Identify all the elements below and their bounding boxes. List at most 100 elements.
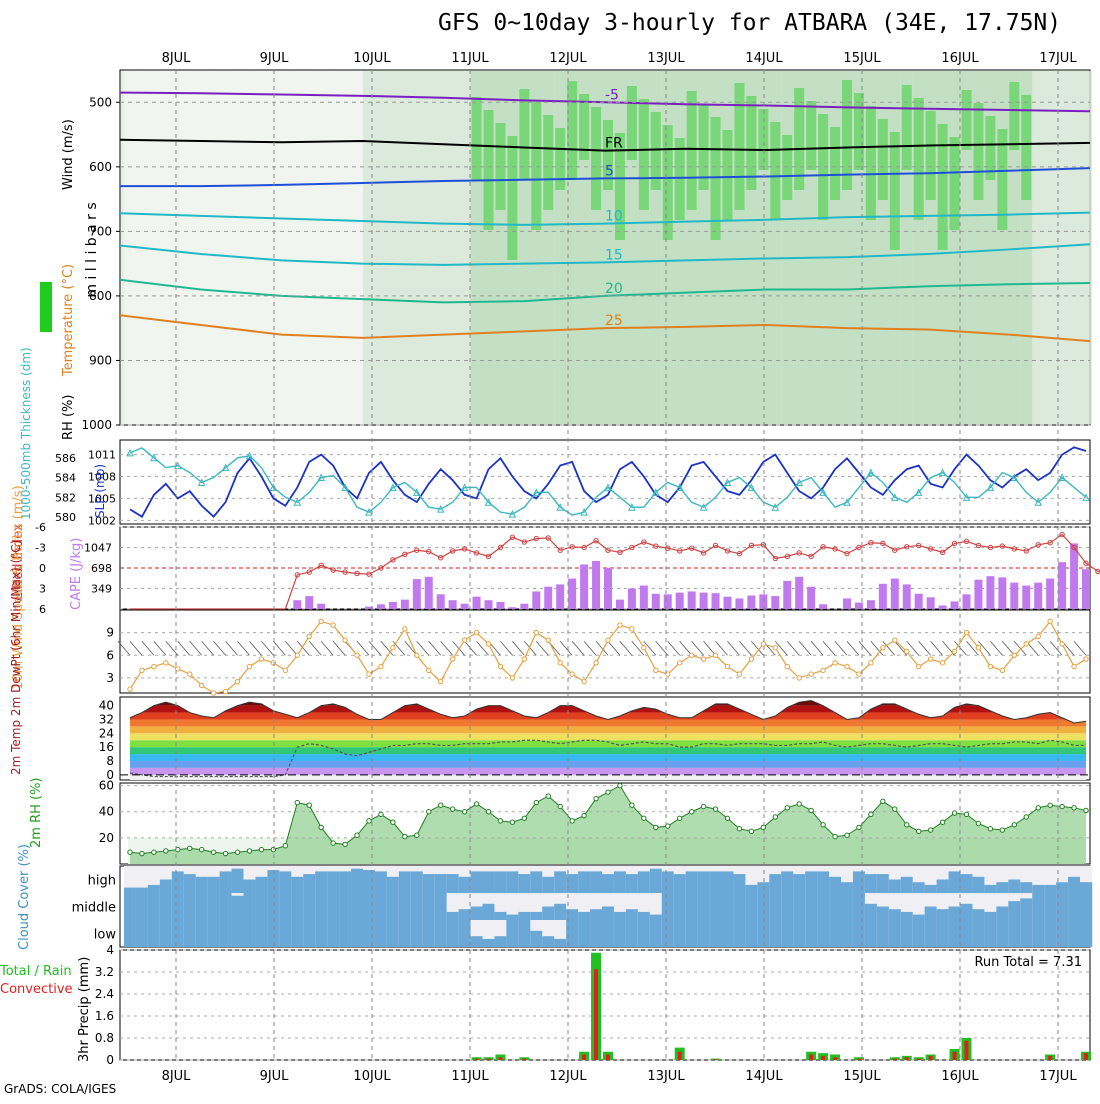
cloud-cell xyxy=(410,893,423,920)
rh-cell xyxy=(662,125,673,240)
rh-cell xyxy=(865,106,876,220)
temp-bands xyxy=(130,700,1086,780)
ylabel: 2m RH (%) xyxy=(29,777,44,848)
cloud-cell xyxy=(124,893,137,920)
ylabel-left: 1000-500mb Thickness (dm) xyxy=(19,347,33,520)
cloud-cell xyxy=(363,893,376,920)
cloud-cell xyxy=(446,911,459,920)
rh-point xyxy=(569,818,575,824)
y-tick-label: 1000 xyxy=(81,418,112,432)
cloud-cell xyxy=(829,920,842,947)
cloud-cell xyxy=(900,920,913,947)
y-axis-label: m i l l i b a r s xyxy=(84,202,100,297)
lifted-index-point xyxy=(461,546,468,552)
rh-column xyxy=(446,71,459,424)
cloud-cell xyxy=(924,884,937,893)
convective-bar xyxy=(809,1054,814,1060)
cape-bar xyxy=(843,598,851,609)
convective-bar xyxy=(856,1058,861,1060)
wind-speed-point xyxy=(473,629,480,636)
wind-barb xyxy=(679,641,692,656)
temp-band xyxy=(130,726,1086,734)
rh-area xyxy=(130,785,1086,864)
panel-upper-air: -5 FR 5 10 15 20 25 500 600 700 800 900 1000 Wind (m/… xyxy=(40,69,1092,440)
panel-cloud-cover: high middle low Cloud Cover (%) xyxy=(17,844,1093,950)
thickness-point xyxy=(890,493,899,501)
lifted-index-point xyxy=(1023,548,1029,554)
cloud-cell xyxy=(829,893,842,920)
wind-speed-point xyxy=(688,652,695,658)
cloud-cell xyxy=(924,906,937,920)
wind-speed-point xyxy=(808,671,814,677)
rh-cell xyxy=(806,101,817,170)
rh-point xyxy=(210,849,217,855)
rh-point xyxy=(581,812,587,819)
cloud-cell xyxy=(303,874,316,893)
wind-barb xyxy=(368,641,382,656)
cape-bar xyxy=(950,601,959,609)
rh-column xyxy=(888,71,901,424)
rh-cell xyxy=(555,128,566,190)
rh-point xyxy=(199,846,205,853)
rh-cell xyxy=(543,115,554,210)
cloud-cell xyxy=(506,871,519,893)
wind-barb xyxy=(619,641,633,656)
wind-speed-point xyxy=(354,652,360,658)
cloud-cell xyxy=(578,911,591,920)
wind-speed-point xyxy=(210,690,217,696)
cape-bar xyxy=(580,564,589,609)
y-tick-label: 500 xyxy=(89,95,112,109)
wind-speed-point xyxy=(605,637,611,643)
cloud-cell xyxy=(339,920,352,947)
lifted-index-point xyxy=(916,542,922,549)
rh-point xyxy=(473,801,480,807)
cloud-cell xyxy=(960,874,973,893)
cape-bar xyxy=(807,586,816,609)
wind-speed-point xyxy=(282,667,289,674)
thickness-point xyxy=(723,478,732,486)
rh-point xyxy=(963,811,970,818)
rh-cell xyxy=(650,112,661,190)
wind-speed-point xyxy=(545,637,551,643)
wind-barb xyxy=(452,641,465,656)
cape-bar xyxy=(771,596,780,609)
x-tick-label: 12JUL xyxy=(549,51,587,66)
wind-barb xyxy=(906,641,920,656)
wind-barb xyxy=(535,641,549,656)
rh-point xyxy=(163,848,169,854)
cape-bar xyxy=(675,592,684,609)
rh-column xyxy=(159,71,172,424)
rh-point xyxy=(1059,803,1065,810)
cloud-cell xyxy=(410,871,423,893)
rh-cell xyxy=(985,116,996,180)
cape-bar xyxy=(962,594,971,609)
cloud-cell xyxy=(912,882,925,893)
cape-bar xyxy=(699,592,708,609)
cloud-cell xyxy=(1044,920,1057,947)
rh-point xyxy=(593,795,599,802)
y-tick-label-left: 580 xyxy=(55,511,76,524)
wind-speed-point xyxy=(139,667,145,674)
credit-label: GrADS: COLA/IGES xyxy=(4,1082,117,1096)
lifted-index-point xyxy=(844,550,850,557)
cloud-cell xyxy=(721,893,734,920)
lifted-index-point xyxy=(832,546,838,552)
convective-bar xyxy=(952,1051,957,1060)
ylabel-group: m i l l i b a r s xyxy=(84,202,100,297)
cloud-cell xyxy=(351,893,364,920)
side-labels: Wind (m/s) Temperature (°C) RH (%) xyxy=(61,119,76,440)
wind-barb xyxy=(464,641,477,656)
wind-speed-point xyxy=(461,637,468,643)
lifted-index-point xyxy=(808,553,814,560)
y-tick-label: 4 xyxy=(106,943,114,957)
ylabel: Cloud Cover (%) xyxy=(17,844,32,950)
wind-speed-point xyxy=(1011,652,1017,658)
wind-barb xyxy=(834,641,848,656)
cloud-cell xyxy=(996,920,1009,947)
wind-barb xyxy=(607,641,621,656)
lifted-index-point xyxy=(509,534,516,540)
thickness-point xyxy=(914,488,923,496)
chart-title: GFS 0~10day 3-hourly for ATBARA (34E, 17… xyxy=(438,10,1062,36)
thickness-point xyxy=(221,463,230,472)
cloud-cell xyxy=(817,893,830,920)
